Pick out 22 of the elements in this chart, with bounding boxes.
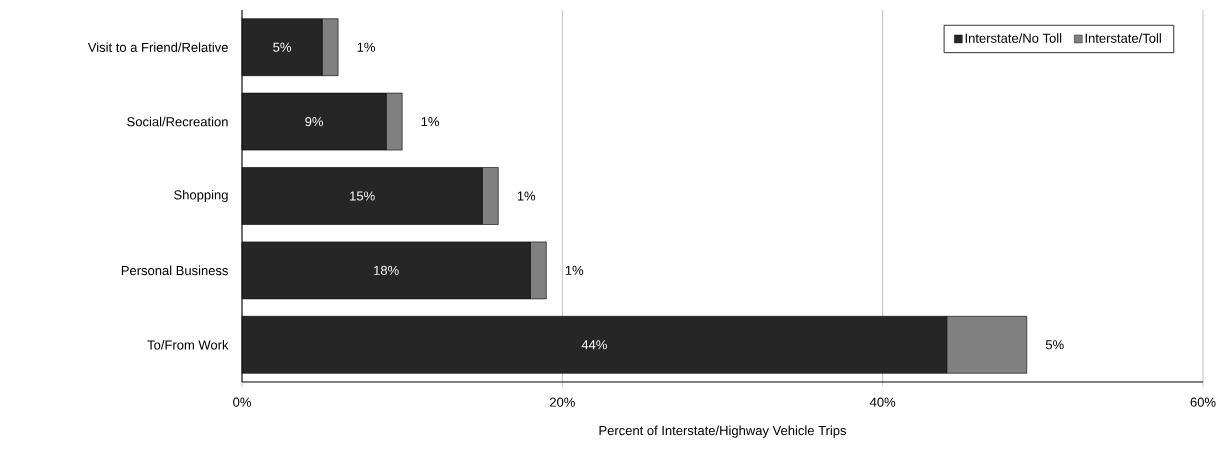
data-label: 1%	[565, 265, 584, 275]
data-label: 5%	[273, 42, 291, 52]
x-tick-label: 0%	[233, 397, 251, 407]
x-tick-label: 20%	[549, 397, 575, 407]
x-axis-title: Percent of Interstate/Highway Vehicle Trips	[599, 425, 847, 438]
legend-label: Interstate/Toll	[1085, 33, 1161, 43]
legend-label: Interstate/No Toll	[965, 33, 1062, 43]
x-tick-label: 60%	[1190, 397, 1216, 407]
y-tick-label: To/From Work	[147, 340, 229, 350]
data-label: 9%	[305, 116, 324, 127]
data-label: 44%	[581, 340, 607, 350]
data-label: 15%	[350, 191, 375, 201]
data-label: 1%	[517, 191, 536, 201]
y-tick-label: Visit to a Friend/Relative	[87, 42, 228, 52]
y-tick-label: Shopping	[174, 189, 228, 203]
x-tick-label: 40%	[869, 397, 896, 407]
y-tick-label: Social/Recreation	[127, 116, 228, 127]
data-label: 1%	[357, 42, 375, 52]
data-label: 1%	[421, 117, 440, 127]
data-label: 18%	[374, 265, 399, 275]
y-tick-label: Personal Business	[121, 265, 228, 276]
data-label: 5%	[1045, 340, 1064, 350]
